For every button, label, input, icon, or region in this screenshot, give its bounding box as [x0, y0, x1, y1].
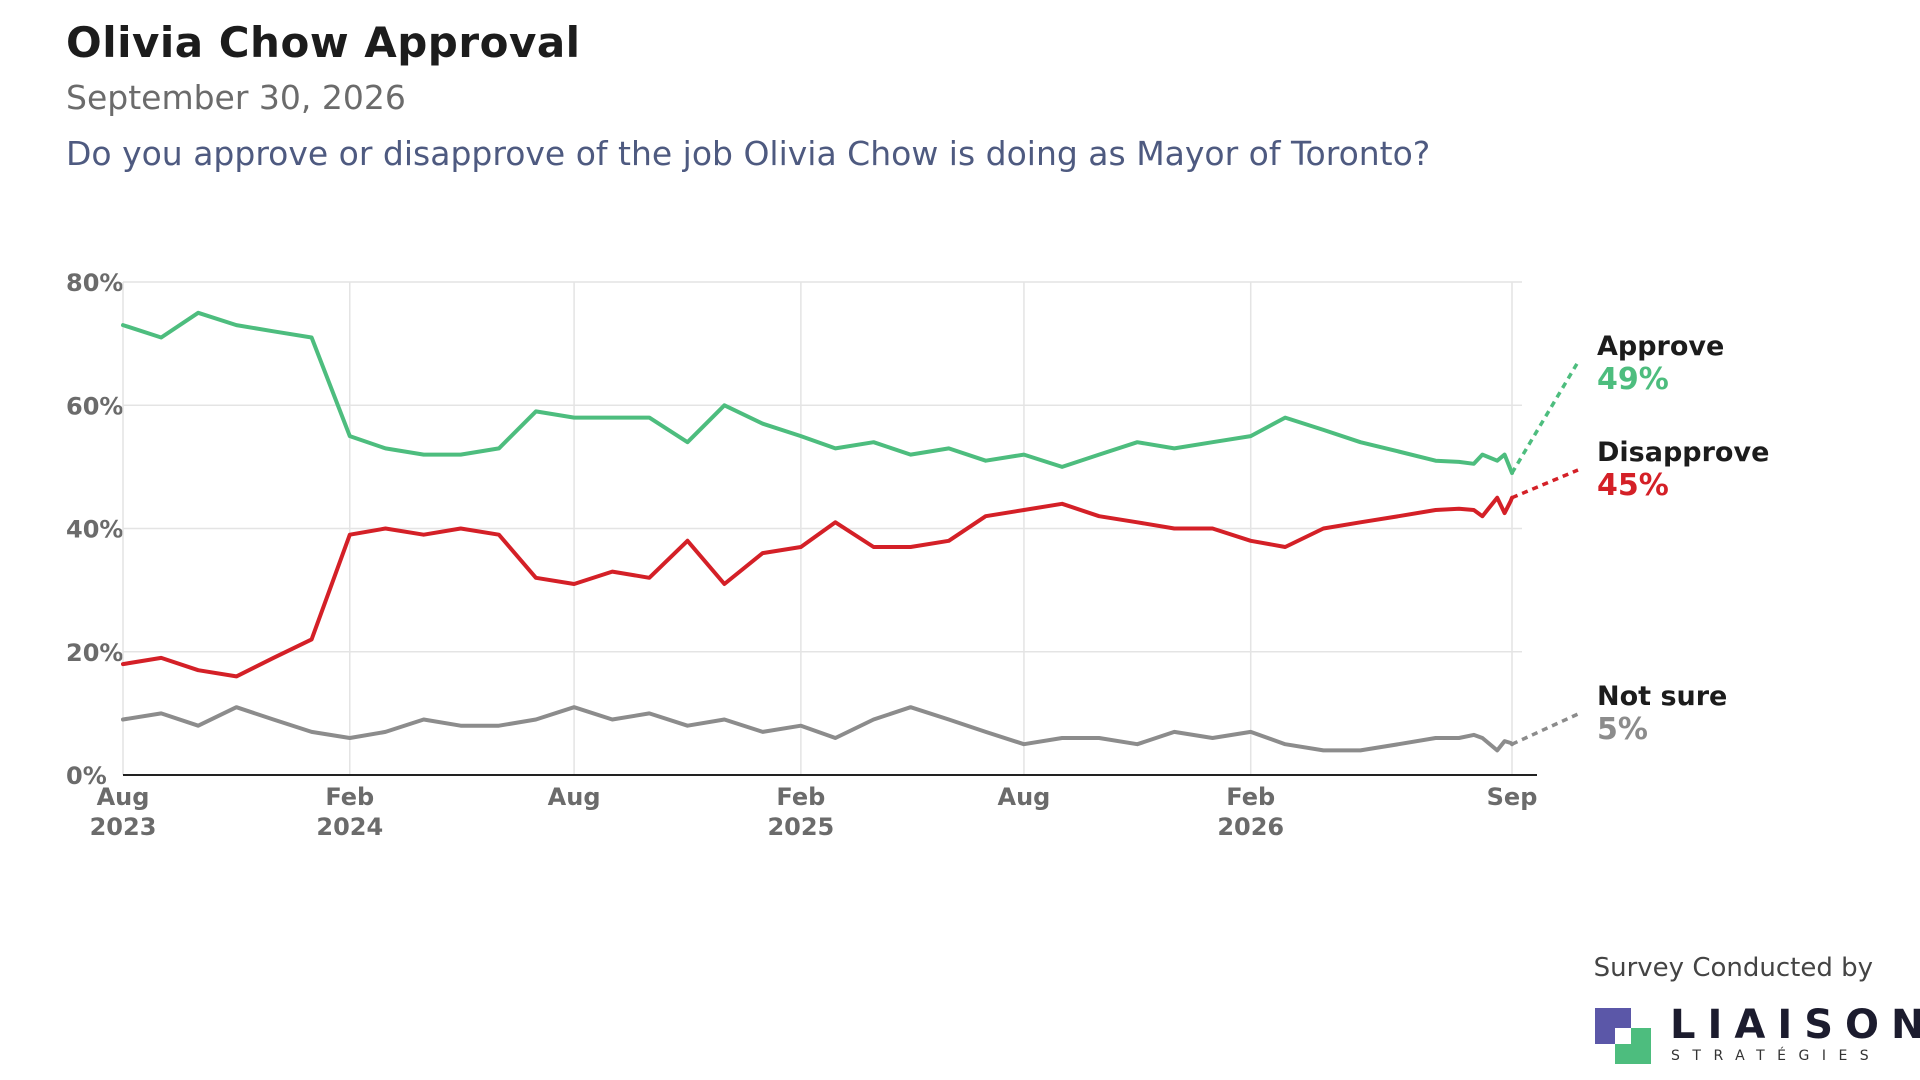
x-tick-year-label: 2023: [90, 813, 157, 841]
x-tick-label: Feb: [776, 783, 825, 811]
chart-date: September 30, 2026: [66, 78, 406, 117]
series-leader-disapprove: [1511, 468, 1579, 500]
logo-subtitle: STRATÉGIES: [1671, 1048, 1882, 1064]
series-leader-not-sure: [1511, 712, 1579, 746]
series-value-disapprove: 45%: [1597, 468, 1669, 503]
series-leader-approve: [1510, 361, 1580, 474]
survey-credit: Survey Conducted by: [1593, 953, 1873, 983]
x-tick-label: Aug: [548, 783, 601, 811]
y-tick-label: 80%: [66, 269, 123, 297]
x-tick-year-label: 2026: [1217, 813, 1284, 841]
series-name-disapprove: Disapprove: [1597, 437, 1769, 468]
series-name-approve: Approve: [1597, 331, 1724, 362]
x-tick-label: Feb: [325, 783, 374, 811]
x-tick-label: Sep: [1487, 783, 1538, 811]
logo-name: LIAISON: [1670, 1002, 1920, 1048]
series-value-approve: 49%: [1597, 362, 1669, 397]
x-tick-label: Feb: [1226, 783, 1275, 811]
chart-title: Olivia Chow Approval: [66, 18, 581, 67]
logo-mark-icon: [1595, 1008, 1651, 1064]
series-value-not-sure: 5%: [1597, 712, 1648, 747]
x-tick-label: Aug: [97, 783, 150, 811]
y-tick-label: 40%: [66, 516, 123, 544]
x-tick-label: Aug: [998, 783, 1051, 811]
y-tick-label: 0%: [66, 762, 107, 790]
series-name-not-sure: Not sure: [1597, 681, 1727, 712]
y-tick-label: 60%: [66, 392, 123, 420]
liaison-logo: LIAISON STRATÉGIES: [1595, 1002, 1920, 1064]
x-tick-year-label: 2024: [316, 813, 383, 841]
x-tick-year-label: 2025: [767, 813, 834, 841]
survey-question: Do you approve or disapprove of the job …: [66, 134, 1431, 173]
y-tick-label: 20%: [66, 639, 123, 667]
series-line-disapprove: [121, 495, 1514, 679]
series-line-not-sure: [121, 705, 1514, 753]
series-line-approve: [121, 310, 1514, 475]
